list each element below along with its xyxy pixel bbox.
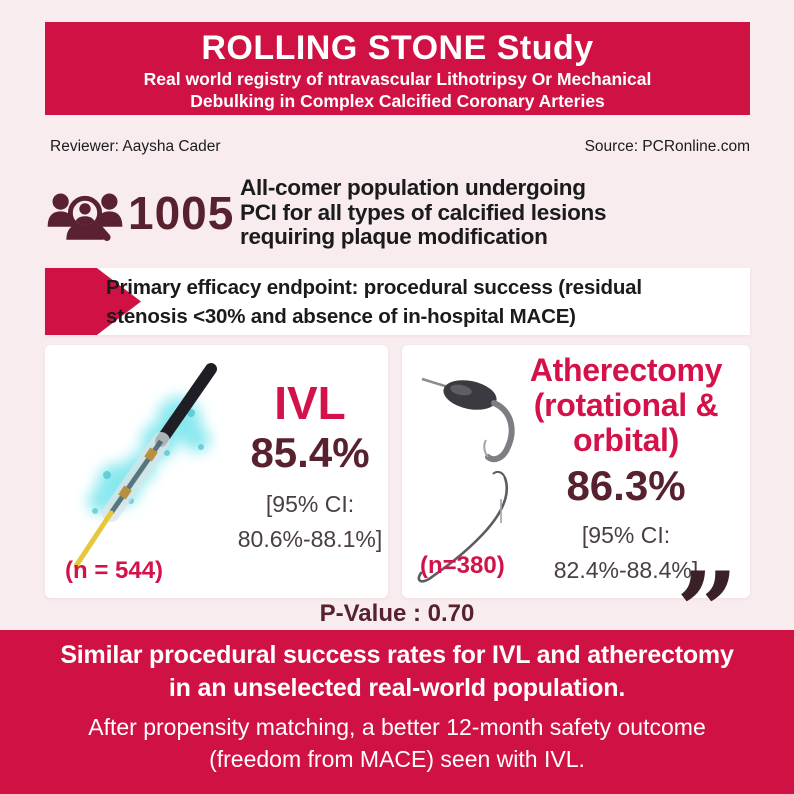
meta-row: Reviewer: Aaysha Cader Source: PCRonline… <box>50 138 750 156</box>
ivl-ci-line1: [95% CI: <box>265 491 355 517</box>
atherectomy-n-label: (n=380) <box>420 552 505 579</box>
ivl-stats-column: IVL 85.4% [95% CI: 80.6%-88.1%] <box>235 345 385 557</box>
header-banner: ROLLING STONE Study Real world registry … <box>45 22 750 115</box>
study-subtitle-line2: Debulking in Complex Calcified Coronary … <box>190 91 605 111</box>
quote-mark-icon: ” <box>676 549 739 675</box>
p-value-label: P-Value : 0.70 <box>319 600 475 627</box>
atherectomy-devices-image <box>417 377 515 583</box>
conclusion-bold-line1: Similar procedural success rates for IVL… <box>60 641 734 669</box>
atherectomy-ci-line1: [95% CI: <box>581 522 671 548</box>
atherectomy-ci-line2: 82.4%-88.4%] <box>553 557 699 583</box>
conclusion-bold-line2: in an unselected real-world population. <box>168 674 626 702</box>
conclusion-banner: Similar procedural success rates for IVL… <box>0 630 794 794</box>
endpoint-line2: stenosis <30% and absence of in-hospital… <box>106 304 576 328</box>
ivl-n-label: (n = 544) <box>65 557 164 584</box>
population-line3: requiring plaque modification <box>240 224 548 249</box>
population-line1: All-comer population undergoing <box>240 175 586 200</box>
atherectomy-stats-column: Atherectomy (rotational & orbital) 86.3%… <box>510 345 742 588</box>
primary-endpoint-text: Primary efficacy endpoint: procedural su… <box>106 273 642 331</box>
ivl-card: IVL 85.4% [95% CI: 80.6%-88.1%] (n = 544… <box>45 345 388 598</box>
reviewer-label: Reviewer: Aaysha Cader <box>50 138 221 155</box>
primary-endpoint-band: Primary efficacy endpoint: procedural su… <box>45 268 750 335</box>
study-subtitle-line1: Real world registry of ntravascular Lith… <box>143 69 652 89</box>
ivl-name: IVL <box>274 377 346 429</box>
population-line2: PCI for all types of calcified lesions <box>240 199 607 225</box>
source-label: Source: PCRonline.com <box>584 138 750 155</box>
people-magnifier-icon <box>47 193 123 241</box>
ivl-ci-line2: 80.6%-88.1%] <box>237 526 383 552</box>
population-description: All-comer population undergoing PCI for … <box>240 175 607 250</box>
ivl-catheter-image <box>73 363 217 569</box>
conclusion-regular-line1: After propensity matching, a better 12-m… <box>88 714 706 740</box>
study-title: ROLLING STONE Study <box>201 29 594 67</box>
endpoint-line1: Primary efficacy endpoint: procedural su… <box>106 275 642 299</box>
atherectomy-success-rate: 86.3% <box>566 462 686 509</box>
conclusion-regular-line2: (freedom from MACE) seen with IVL. <box>209 746 585 772</box>
population-count: 1005 <box>128 187 235 239</box>
atherectomy-name-line2: (rotational & <box>533 387 719 423</box>
ivl-success-rate: 85.4% <box>250 429 370 476</box>
atherectomy-name-line3: orbital) <box>572 422 680 458</box>
atherectomy-name-line1: Atherectomy <box>529 352 723 388</box>
atherectomy-card: Atherectomy (rotational & orbital) 86.3%… <box>402 345 750 598</box>
